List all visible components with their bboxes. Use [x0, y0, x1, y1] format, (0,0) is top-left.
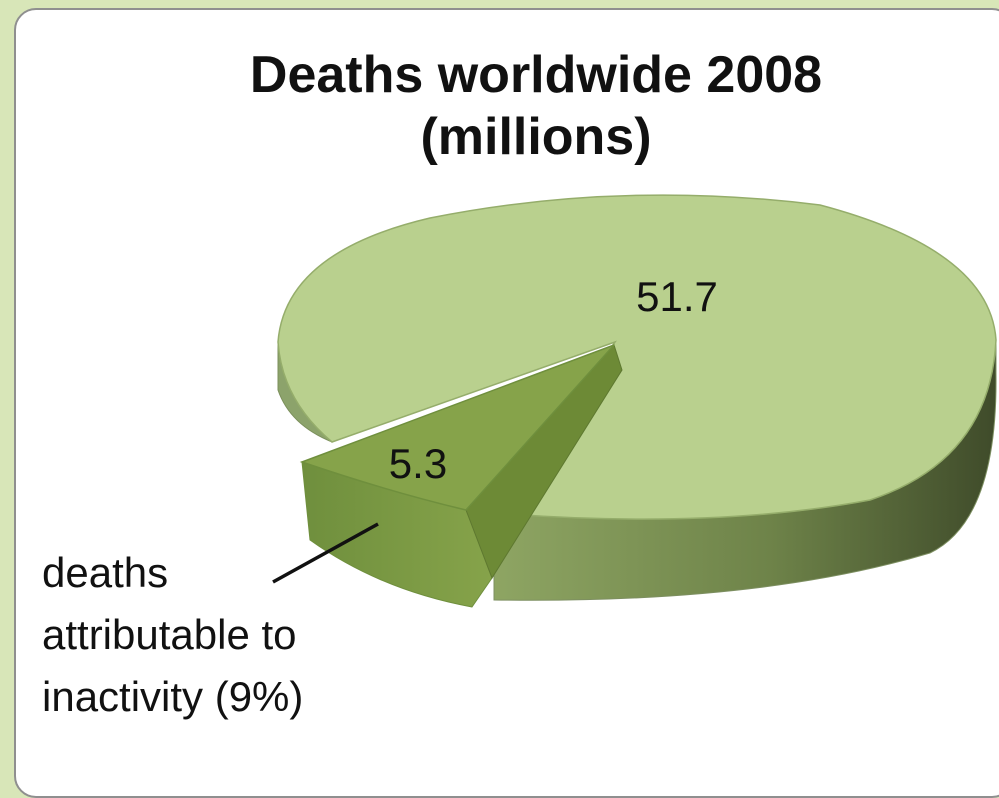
inactivity-annotation: deaths attributable to inactivity (9%): [42, 549, 304, 720]
callout-leader-line: [272, 522, 379, 584]
chart-title: Deaths worldwide 2008 (millions): [16, 44, 999, 168]
main-slice: [277, 194, 997, 601]
chart-title-line-2: (millions): [420, 108, 652, 166]
slice-label-main: 51.7: [636, 273, 718, 320]
exploded-slice-top: [299, 344, 615, 511]
chart-title-line-1: Deaths worldwide 2008: [249, 46, 823, 104]
main-slice-top: [277, 194, 997, 520]
slice-label-small: 5.3: [389, 440, 447, 487]
exploded-slice: [299, 344, 623, 608]
